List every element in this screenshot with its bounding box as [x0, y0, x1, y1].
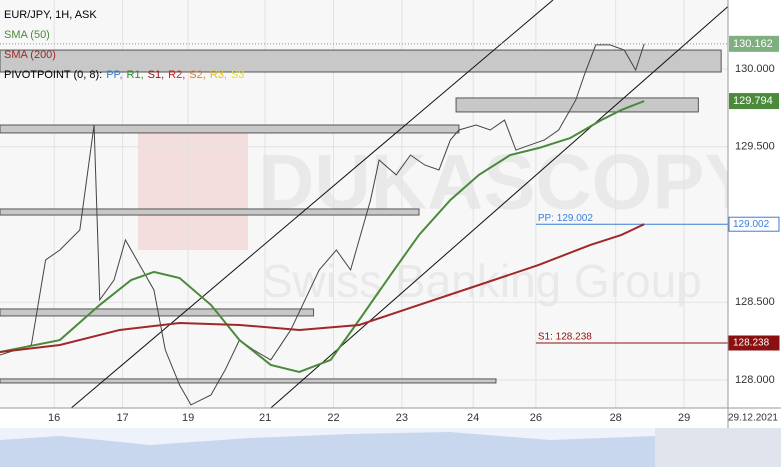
navigator-window: [655, 428, 781, 467]
chart-title: EUR/JPY, 1H, ASK: [4, 9, 97, 21]
series-line: [0, 100, 645, 373]
pivot-legend-part: S3: [231, 69, 244, 81]
zone: [0, 308, 315, 317]
pivot-label: PP: 129.002: [538, 213, 593, 224]
x-tick-label: 24: [467, 412, 479, 424]
x-tick-label: 19: [182, 412, 194, 424]
zone: [0, 124, 460, 134]
pivot-legend: PIVOTPOINT (0, 8): PP, R1, S1, R2, S2, R3, S3: [4, 69, 244, 81]
x-tick-label: 29: [678, 412, 690, 424]
x-tick-label: 28: [610, 412, 622, 424]
zone: [0, 378, 497, 384]
x-tick-label: 17: [116, 412, 128, 424]
pivot-axis-label: 128.238: [733, 338, 770, 349]
last-value-box: [729, 35, 779, 52]
pivot-legend-part: R3,: [210, 69, 227, 81]
y-tick-label: 130.000: [735, 63, 775, 75]
series-line: [0, 43, 645, 406]
navigator-area: [0, 432, 655, 467]
last-value-box: [729, 93, 779, 110]
series-line: [0, 223, 645, 354]
pivot-legend-part: PP,: [106, 69, 122, 81]
x-date-label: 29.12.2021: [728, 413, 778, 424]
pivot-legend-part: S2,: [189, 69, 206, 81]
x-tick-label: 21: [259, 412, 271, 424]
trendline: [270, 4, 731, 409]
zone: [0, 49, 722, 73]
trendline: [70, 0, 554, 409]
pivot-legend-part: S1,: [148, 69, 165, 81]
x-tick-label: 26: [530, 412, 542, 424]
watermark-logo: [138, 130, 248, 250]
legend-entry: SMA (50): [4, 29, 50, 41]
pivot-label: S1: 128.238: [538, 332, 592, 343]
y-tick-label: 129.500: [735, 141, 775, 153]
pivot-legend-part: R2,: [168, 69, 185, 81]
x-tick-label: 23: [396, 412, 408, 424]
last-value-label: 129.794: [733, 95, 773, 107]
zone: [0, 208, 420, 216]
y-axis-panel: [728, 0, 781, 428]
zone: [455, 97, 699, 113]
pivot-axis-box: [728, 335, 780, 351]
x-tick-label: 16: [48, 412, 60, 424]
y-tick-label: 128.000: [735, 374, 775, 386]
x-tick-label: 22: [327, 412, 339, 424]
watermark-subtext: Swiss Banking Group: [262, 255, 702, 307]
legend-entry: SMA (200): [4, 49, 56, 61]
pivot-legend-part: PIVOTPOINT (0, 8):: [4, 69, 102, 81]
pivot-axis-label: 129.002: [733, 219, 770, 230]
watermark: DUKASCOPY Swiss Banking Group: [138, 130, 756, 307]
last-value-label: 130.162: [733, 38, 773, 50]
pivot-axis-box: [728, 216, 780, 232]
y-tick-label: 128.500: [735, 296, 775, 308]
pivot-legend-part: R1,: [127, 69, 144, 81]
